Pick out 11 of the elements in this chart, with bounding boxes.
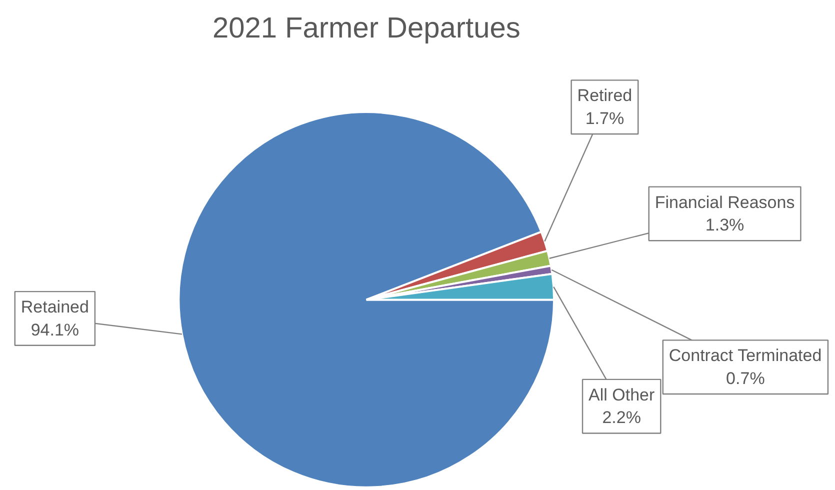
slice-label: Retained bbox=[20, 298, 89, 317]
data-label: 0.7% bbox=[726, 368, 765, 388]
data-label: 1.7% bbox=[585, 109, 624, 128]
slice-label: Financial Reasons bbox=[654, 192, 795, 212]
slice-label: All Other bbox=[588, 385, 655, 404]
chart-title: 2021 Farmer Departues bbox=[212, 12, 520, 45]
data-label: 1.3% bbox=[705, 216, 744, 235]
data-label: 2.2% bbox=[602, 408, 641, 428]
slice-label: Contract Terminated bbox=[668, 346, 822, 366]
data-label: 94.1% bbox=[30, 320, 80, 340]
slice-label: Retired bbox=[577, 86, 632, 106]
